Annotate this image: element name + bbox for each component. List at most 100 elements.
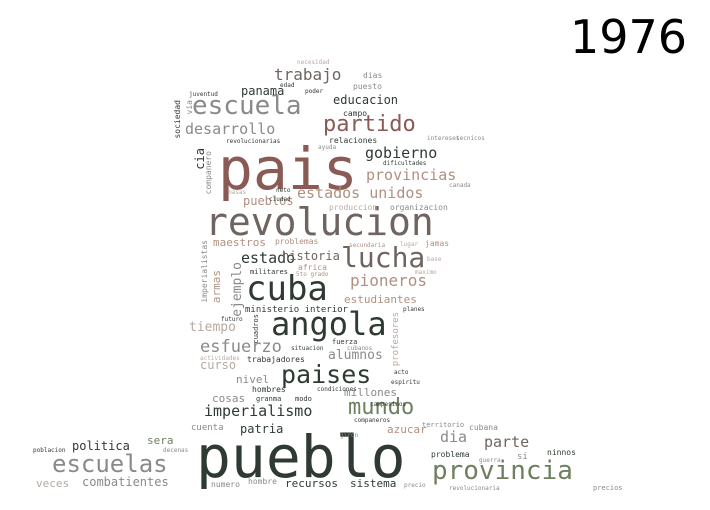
cloud-word: imperialistas [200, 240, 209, 303]
cloud-word: modo [295, 395, 312, 403]
cloud-word: relaciones [329, 136, 378, 145]
cloud-word: escuela [192, 91, 302, 121]
cloud-word: imperialismo [204, 402, 313, 420]
cloud-word: lucha [341, 241, 426, 274]
cloud-word: sera [147, 434, 174, 447]
cloud-word: panama [241, 84, 285, 98]
cloud-word: azucar [387, 423, 427, 436]
cloud-word: precios [593, 484, 623, 492]
cloud-word: via [185, 100, 194, 115]
cloud-word: problemas [275, 237, 319, 246]
year-label: 1976 [570, 10, 688, 64]
cloud-word: patria [240, 422, 284, 436]
cloud-word: ejemplo [230, 262, 245, 317]
cloud-word: militares [250, 268, 288, 276]
cloud-word: parte [484, 433, 530, 451]
cloud-word: edad [280, 82, 295, 89]
cloud-word: companeros [354, 417, 391, 424]
cloud-word: precio [404, 482, 426, 489]
cloud-word: situacion [291, 345, 324, 352]
cloud-word: revolucionaria [449, 485, 500, 492]
cloud-word: pioneros [350, 271, 428, 290]
cloud-word: dia [440, 428, 468, 446]
cloud-word: giron [340, 432, 359, 439]
cloud-word: hombre [248, 477, 277, 486]
cloud-word: gobierno [365, 144, 438, 162]
cloud-word: campo [343, 109, 368, 118]
cloud-word: estudiantes [344, 293, 417, 306]
cloud-word: curso [200, 358, 237, 372]
cloud-word: estado [241, 249, 296, 267]
cloud-word: organizacion [390, 203, 448, 212]
cloud-word: companero [204, 151, 213, 195]
cloud-word: cuba [246, 269, 328, 309]
cloud-word: pueblos [243, 194, 294, 208]
cloud-word: juventud [189, 91, 218, 98]
cloud-word: jamas [425, 239, 450, 248]
cloud-word: fuerza [332, 338, 358, 346]
cloud-word: condiciones [317, 386, 357, 393]
cloud-word: profesores [391, 312, 401, 367]
cloud-word: recursos [285, 477, 338, 490]
cloud-word: escuelas [52, 450, 168, 478]
cloud-word: sistema [350, 477, 397, 490]
cloud-word: puesto [353, 82, 382, 91]
cloud-word: africa [298, 263, 327, 272]
cloud-word: granma [256, 395, 282, 403]
cloud-word: cubana [469, 423, 498, 432]
cloud-word: desarrollo [185, 120, 276, 138]
cloud-word: futuro [221, 316, 243, 323]
cloud-word: maximo [415, 269, 437, 276]
cloud-word: paises [281, 360, 372, 389]
cloud-word: ministerio interior [245, 305, 348, 315]
cloud-word: angola [271, 305, 387, 343]
cloud-word: problema [431, 450, 470, 459]
cloud-word: esfuerzo [200, 337, 282, 357]
cloud-word: guerra [479, 457, 501, 464]
cloud-word: nivel [236, 373, 270, 386]
cloud-word: produccion [329, 203, 378, 212]
cloud-word: veces [36, 477, 70, 490]
cloud-word: hombres [252, 385, 286, 394]
cloud-word: cubanos [347, 345, 373, 352]
cloud-word: cosas [212, 392, 246, 405]
cloud-word: espiritu [391, 379, 420, 386]
cloud-word: neto [276, 187, 291, 194]
cloud-word: poblacion [33, 447, 66, 454]
cloud-word: estados unidos [297, 184, 424, 202]
cloud-word: 5to grado [296, 271, 329, 278]
cloud-word: actividades [200, 355, 240, 362]
cloud-word: masas [228, 189, 247, 196]
cloud-word: trabajo [274, 65, 342, 84]
cloud-word: secundaria [349, 242, 386, 249]
cloud-word: educacion [333, 93, 399, 107]
cloud-word: dias [363, 71, 383, 80]
cloud-word: mundo [348, 395, 415, 420]
cloud-word: territorio [422, 421, 465, 429]
cloud-word: base [427, 256, 442, 263]
cloud-word: acto [394, 369, 409, 376]
cloud-word: revolucion [205, 200, 434, 244]
cloud-word: ayuda [318, 144, 337, 151]
cloud-word: dificultades [383, 160, 427, 167]
cloud-word: historia [282, 249, 340, 263]
cloud-word: numero [211, 480, 240, 489]
cloud-word: ninnos [547, 448, 576, 457]
cloud-word: ciudad [269, 196, 291, 203]
cloud-word: millones [344, 386, 397, 399]
cloud-word: provincias [366, 166, 457, 184]
cloud-word: campesinos [370, 401, 407, 408]
cloud-word: pais [218, 135, 358, 203]
cloud-word: canada [449, 182, 471, 189]
cloud-word: sociedad [173, 100, 182, 139]
cloud-word: necesidad [297, 59, 330, 66]
cloud-word: si [517, 452, 528, 462]
cloud-word: decenas [163, 447, 189, 454]
cloud-word: poder [305, 88, 324, 95]
cloud-word: tecnicos [456, 135, 485, 142]
cloud-word: cuenta [191, 423, 224, 433]
cloud-word: maestros [213, 236, 266, 249]
cloud-word: intereses [427, 135, 460, 142]
cloud-word: revolucionarias [226, 138, 281, 145]
